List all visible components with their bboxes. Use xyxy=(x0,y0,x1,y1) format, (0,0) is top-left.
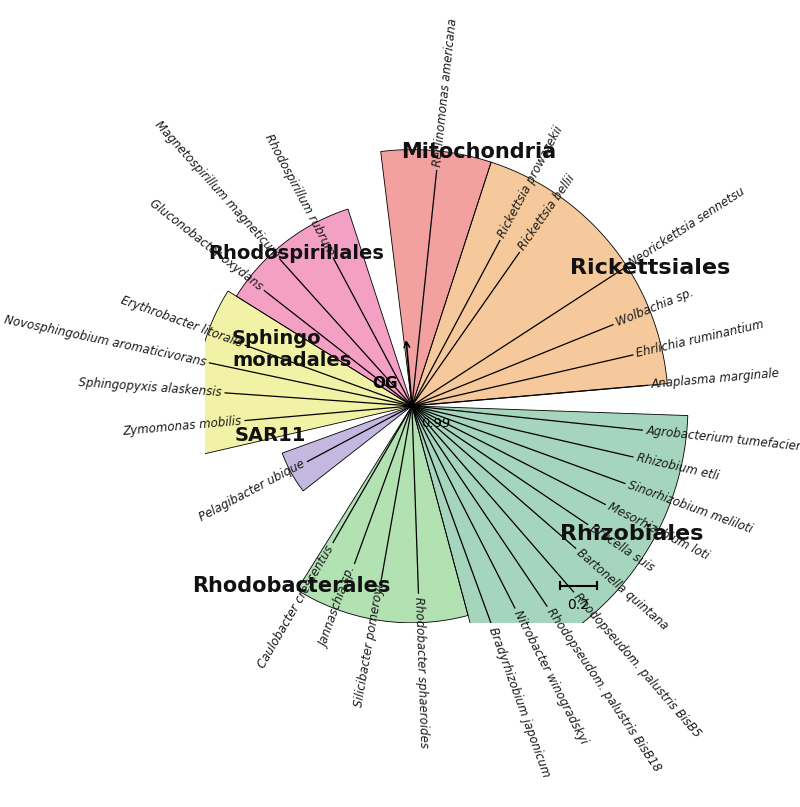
Text: Brucella suis: Brucella suis xyxy=(587,521,657,574)
Text: Anaplasma marginale: Anaplasma marginale xyxy=(651,367,781,391)
Text: Zymomonas mobilis: Zymomonas mobilis xyxy=(122,415,242,437)
Polygon shape xyxy=(282,406,412,491)
Text: Rhodopseudom. palustris BisB5: Rhodopseudom. palustris BisB5 xyxy=(571,591,704,740)
Text: 0.2: 0.2 xyxy=(567,598,590,613)
Text: Gluconobacter oxydans: Gluconobacter oxydans xyxy=(147,197,266,293)
Text: Sphingopyxis alaskensis: Sphingopyxis alaskensis xyxy=(78,376,222,399)
Text: Caulobacter crescentus: Caulobacter crescentus xyxy=(256,542,337,670)
Text: Rhodobacter sphaeroides: Rhodobacter sphaeroides xyxy=(412,597,430,748)
Text: Rhodobacterales: Rhodobacterales xyxy=(192,576,390,596)
Text: Rickettsia prowazekii: Rickettsia prowazekii xyxy=(496,124,566,240)
Text: Rhizobium etli: Rhizobium etli xyxy=(635,451,720,483)
Text: OG: OG xyxy=(372,376,398,391)
Polygon shape xyxy=(412,162,667,406)
Text: Rhodospirillales: Rhodospirillales xyxy=(208,244,384,262)
Polygon shape xyxy=(412,406,688,672)
Text: Novosphingobium aromaticivorans: Novosphingobium aromaticivorans xyxy=(2,313,207,369)
Text: Nitrobacter winogradskyi: Nitrobacter winogradskyi xyxy=(511,608,590,746)
Text: Reclinomonas americana: Reclinomonas americana xyxy=(430,18,459,167)
Text: Agrobacterium tumefaciens: Agrobacterium tumefaciens xyxy=(646,424,800,454)
Text: Ehrlichia ruminantium: Ehrlichia ruminantium xyxy=(635,318,766,361)
Text: Rickettsiales: Rickettsiales xyxy=(570,258,730,278)
Text: Bradyrhizobium japonicum: Bradyrhizobium japonicum xyxy=(486,625,553,779)
Text: Erythrobacter litoralis: Erythrobacter litoralis xyxy=(118,294,244,350)
Polygon shape xyxy=(297,406,468,623)
Polygon shape xyxy=(381,149,491,406)
Text: Rhodopseudom. palustris BisB18: Rhodopseudom. palustris BisB18 xyxy=(544,606,663,774)
Polygon shape xyxy=(236,209,412,406)
Text: 0.99: 0.99 xyxy=(421,416,450,430)
Text: Sphingo
monadales: Sphingo monadales xyxy=(232,328,351,370)
Text: Mitochondria: Mitochondria xyxy=(401,142,556,162)
Text: Rickettsia bellii: Rickettsia bellii xyxy=(516,173,578,253)
Text: SAR11: SAR11 xyxy=(234,426,306,445)
Text: Mesorhizobium loti: Mesorhizobium loti xyxy=(606,500,711,562)
Text: Sinorhizobium meliloti: Sinorhizobium meliloti xyxy=(626,479,754,536)
Text: Bartonella quintana: Bartonella quintana xyxy=(574,546,671,632)
Text: Pelagibacter ubique: Pelagibacter ubique xyxy=(197,458,307,525)
Text: Neorickettsia sennetsu: Neorickettsia sennetsu xyxy=(626,185,747,270)
Polygon shape xyxy=(195,291,412,454)
Text: Silicibacter pomeroyi: Silicibacter pomeroyi xyxy=(352,583,387,709)
Text: Magnetospirillum magneticum: Magnetospirillum magneticum xyxy=(152,119,282,261)
Text: Rhodospirillum rubrum: Rhodospirillum rubrum xyxy=(262,132,337,257)
Text: Jannaschia sp.: Jannaschia sp. xyxy=(318,565,359,649)
Text: Wolbachia sp.: Wolbachia sp. xyxy=(614,286,695,329)
Text: Rhizobiales: Rhizobiales xyxy=(560,524,703,544)
